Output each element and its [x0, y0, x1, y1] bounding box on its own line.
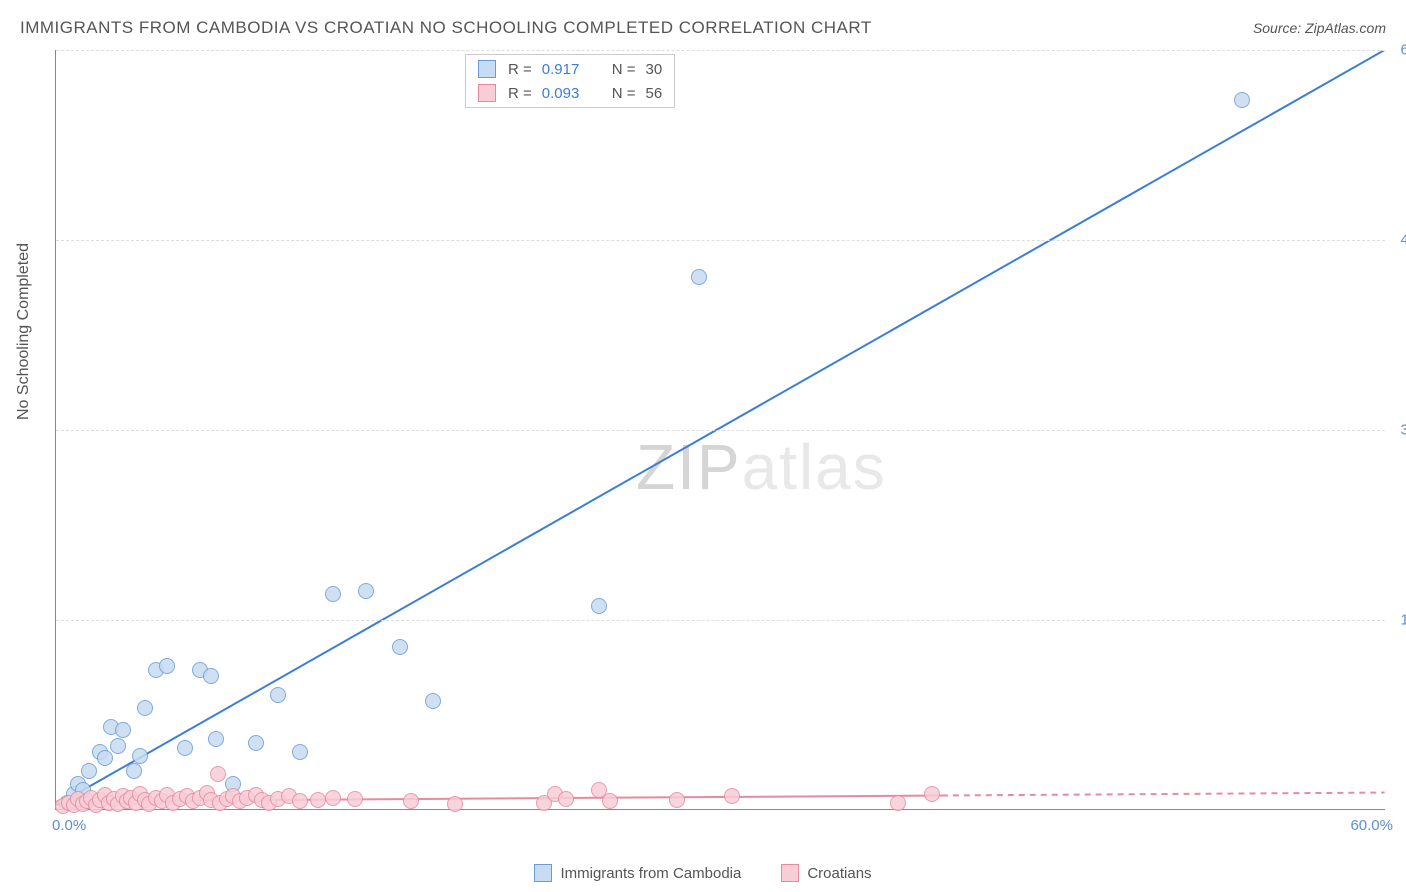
data-point	[558, 791, 574, 807]
gridline	[56, 240, 1385, 241]
x-tick-label-right: 60.0%	[1350, 817, 1393, 834]
chart-source: Source: ZipAtlas.com	[1253, 20, 1386, 36]
chart-title: IMMIGRANTS FROM CAMBODIA VS CROATIAN NO …	[20, 18, 872, 38]
legend-stats-row: R = 0.917 N = 30	[466, 57, 674, 81]
data-point	[347, 791, 363, 807]
legend-r-label: R =	[508, 61, 532, 78]
data-point	[924, 786, 940, 802]
gridline	[56, 620, 1385, 621]
watermark-light: atlas	[742, 431, 887, 503]
data-point	[1234, 92, 1250, 108]
data-point	[81, 763, 97, 779]
legend-series-label: Croatians	[807, 865, 871, 882]
legend-series-label: Immigrants from Cambodia	[560, 865, 741, 882]
data-point	[890, 795, 906, 811]
data-point	[591, 598, 607, 614]
legend-swatch	[534, 864, 552, 882]
legend-swatch	[781, 864, 799, 882]
data-point	[203, 668, 219, 684]
watermark: ZIPatlas	[636, 430, 887, 504]
gridline	[56, 430, 1385, 431]
legend-stats: R = 0.917 N = 30 R = 0.093 N = 56	[465, 54, 675, 108]
data-point	[602, 793, 618, 809]
data-point	[137, 700, 153, 716]
y-tick-label: 30.0%	[1400, 422, 1406, 439]
data-point	[292, 793, 308, 809]
data-point	[177, 740, 193, 756]
plot-area: ZIPatlas 15.0%30.0%45.0%60.0%0.0%60.0%	[55, 50, 1385, 810]
data-point	[325, 790, 341, 806]
legend-n-value: 56	[646, 85, 663, 102]
gridline	[56, 50, 1385, 51]
data-point	[691, 269, 707, 285]
legend-n-label: N =	[612, 61, 636, 78]
y-axis-label: No Schooling Completed	[15, 243, 33, 420]
data-point	[358, 583, 374, 599]
x-tick-label-left: 0.0%	[52, 817, 86, 834]
legend-swatch	[478, 84, 496, 102]
data-point	[110, 738, 126, 754]
chart-header: IMMIGRANTS FROM CAMBODIA VS CROATIAN NO …	[20, 18, 1386, 38]
data-point	[248, 735, 264, 751]
legend-r-value: 0.093	[542, 85, 590, 102]
y-tick-label: 60.0%	[1400, 42, 1406, 59]
data-point	[403, 793, 419, 809]
y-tick-label: 15.0%	[1400, 612, 1406, 629]
legend-n-label: N =	[612, 85, 636, 102]
data-point	[132, 748, 148, 764]
data-point	[325, 586, 341, 602]
legend-series: Immigrants from Cambodia Croatians	[0, 864, 1406, 882]
data-point	[159, 658, 175, 674]
legend-r-label: R =	[508, 85, 532, 102]
data-point	[208, 731, 224, 747]
data-point	[669, 792, 685, 808]
data-point	[270, 687, 286, 703]
data-point	[310, 792, 326, 808]
data-point	[292, 744, 308, 760]
legend-r-value: 0.917	[542, 61, 590, 78]
legend-stats-row: R = 0.093 N = 56	[466, 81, 674, 105]
data-point	[447, 796, 463, 812]
data-point	[724, 788, 740, 804]
data-point	[126, 763, 142, 779]
data-point	[392, 639, 408, 655]
data-point	[97, 750, 113, 766]
legend-n-value: 30	[646, 61, 663, 78]
legend-swatch	[478, 60, 496, 78]
data-point	[115, 722, 131, 738]
data-point	[425, 693, 441, 709]
data-point	[210, 766, 226, 782]
legend-series-item: Immigrants from Cambodia	[534, 864, 741, 882]
y-tick-label: 45.0%	[1400, 232, 1406, 249]
legend-series-item: Croatians	[781, 864, 871, 882]
watermark-bold: ZIP	[636, 431, 742, 503]
